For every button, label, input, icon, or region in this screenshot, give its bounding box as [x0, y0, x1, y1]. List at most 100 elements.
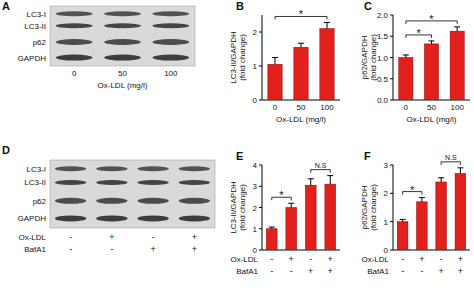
significance-bracket — [311, 170, 331, 173]
y-tick-label: 1.5 — [377, 32, 389, 41]
y-tick-label: 2 — [253, 204, 258, 213]
y-axis — [262, 15, 263, 100]
y-tick-label: 0.5 — [377, 75, 389, 84]
x-tick-label: 0 — [273, 103, 278, 112]
y-axis-label: LC3-II/GAPDH — [229, 181, 238, 234]
error-cap — [308, 178, 314, 179]
band — [96, 180, 127, 185]
lane-label: 50 — [118, 69, 127, 78]
band — [179, 166, 210, 171]
band — [55, 215, 86, 221]
bar — [424, 44, 438, 100]
significance-label: * — [429, 13, 434, 25]
error-cap — [419, 197, 425, 198]
y-tick-label: 0 — [253, 96, 258, 105]
error-bar — [441, 178, 442, 182]
y-tick — [259, 32, 262, 33]
y-tick-label: 2 — [384, 189, 389, 198]
band — [104, 23, 141, 28]
band — [152, 39, 189, 45]
y-axis-label: LC3-II/GAPDH — [229, 31, 238, 84]
condition-value: + — [328, 254, 333, 264]
bar-chart: F0123p62/GAPDH(fold change)Ox-LDL-+-+Baf… — [360, 150, 470, 276]
error-cap — [438, 177, 444, 178]
error-cap — [429, 40, 435, 41]
bar — [305, 185, 316, 250]
band — [152, 55, 189, 61]
y-tick-label: 1 — [384, 218, 389, 227]
significance-label: N.S — [445, 154, 457, 161]
error-bar — [460, 168, 461, 174]
y-tick — [390, 36, 393, 37]
condition-label: BafA1 — [24, 245, 46, 254]
band — [137, 198, 168, 204]
x-tick-label: 50 — [297, 103, 306, 112]
band — [55, 198, 86, 204]
y-tick-label: 1 — [253, 225, 258, 234]
bar — [286, 208, 297, 251]
condition-value: + — [458, 254, 463, 264]
blot-background — [50, 160, 215, 228]
y-tick — [259, 250, 262, 251]
band — [96, 215, 127, 221]
x-axis-label: Ox-LDL (mg/l) — [276, 115, 326, 124]
bar — [436, 182, 447, 250]
band — [104, 55, 141, 61]
band-label: LC3-II — [24, 22, 46, 31]
band-label: LC3-I — [26, 165, 46, 174]
y-tick-label: 3 — [384, 161, 389, 170]
condition-value: - — [401, 254, 404, 264]
y-tick-label: 4 — [253, 161, 258, 170]
x-axis-label: Ox-LDL (mg/l) — [407, 115, 457, 124]
significance-label: N.S — [315, 162, 327, 169]
condition-value: - — [440, 254, 443, 264]
y-axis-label: (fold change) — [238, 34, 247, 81]
error-cap — [288, 203, 294, 204]
condition-value: + — [192, 244, 197, 254]
x-tick-label: 0 — [404, 103, 409, 112]
error-cap — [403, 54, 409, 55]
band — [179, 180, 210, 185]
significance-label: * — [279, 189, 284, 201]
error-cap — [400, 219, 406, 220]
error-cap — [269, 227, 275, 228]
band — [104, 39, 141, 45]
condition-value: + — [438, 266, 443, 276]
plot-area — [268, 22, 334, 100]
band — [96, 198, 127, 204]
condition-label: Ox-LDL — [361, 255, 389, 264]
y-tick — [259, 66, 262, 67]
condition-value: + — [458, 266, 463, 276]
band — [137, 215, 168, 221]
blot-panel: ALC3-ILC3-IIp62GAPDH050100Ox-LDL (mg/l) — [2, 0, 195, 90]
band — [104, 11, 141, 16]
error-cap — [454, 26, 460, 27]
band-label: GAPDH — [18, 214, 47, 223]
lane-label: 0 — [72, 69, 77, 78]
y-tick — [259, 165, 262, 166]
condition-value: + — [150, 244, 155, 254]
y-tick-label: 3 — [253, 182, 258, 191]
x-tick-label: 100 — [320, 103, 334, 112]
bar — [450, 31, 464, 100]
condition-value: + — [308, 266, 313, 276]
error-bar — [275, 58, 276, 65]
band — [55, 180, 86, 185]
significance-label: * — [417, 27, 422, 39]
condition-value: + — [289, 254, 294, 264]
condition-value: + — [109, 232, 114, 242]
y-axis-label: (fold change) — [369, 34, 378, 81]
panel-label: B — [236, 0, 244, 12]
band-label: LC3-I — [26, 10, 46, 19]
bar — [399, 58, 413, 101]
condition-value: - — [290, 266, 293, 276]
y-tick-label: 2.0 — [377, 11, 389, 20]
error-cap — [324, 22, 330, 23]
bar-chart: B012LC3-II/GAPDH(fold change)050100Ox-LD… — [229, 0, 340, 124]
bar — [268, 64, 282, 100]
band — [152, 11, 189, 16]
condition-value: - — [152, 232, 155, 242]
lane-label: 100 — [164, 69, 178, 78]
condition-value: + — [419, 254, 424, 264]
band — [137, 166, 168, 171]
